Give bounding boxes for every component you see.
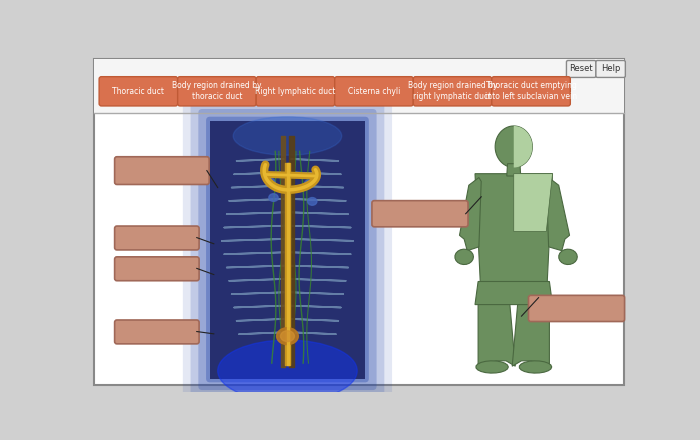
FancyBboxPatch shape xyxy=(210,121,365,378)
Text: Right lymphatic duct: Right lymphatic duct xyxy=(256,87,335,96)
FancyBboxPatch shape xyxy=(115,157,209,184)
FancyBboxPatch shape xyxy=(206,117,369,382)
FancyBboxPatch shape xyxy=(183,94,392,406)
Ellipse shape xyxy=(269,194,278,202)
Text: Thoracic duct emptying
into left subclavian vein: Thoracic duct emptying into left subclav… xyxy=(485,81,577,101)
FancyBboxPatch shape xyxy=(115,226,199,250)
FancyBboxPatch shape xyxy=(94,59,624,385)
FancyBboxPatch shape xyxy=(99,77,178,106)
FancyBboxPatch shape xyxy=(198,109,377,390)
Text: Body region drained by
thoracic duct: Body region drained by thoracic duct xyxy=(172,81,262,101)
Ellipse shape xyxy=(281,331,295,341)
Polygon shape xyxy=(475,282,552,304)
Polygon shape xyxy=(475,174,552,286)
Ellipse shape xyxy=(304,180,314,187)
Ellipse shape xyxy=(233,117,342,155)
FancyBboxPatch shape xyxy=(115,257,199,281)
FancyBboxPatch shape xyxy=(596,60,625,77)
Ellipse shape xyxy=(307,198,317,205)
Polygon shape xyxy=(514,174,552,231)
Polygon shape xyxy=(459,177,481,251)
Polygon shape xyxy=(495,126,533,168)
Text: Cisterna chyli: Cisterna chyli xyxy=(348,87,400,96)
FancyBboxPatch shape xyxy=(256,77,335,106)
FancyBboxPatch shape xyxy=(335,77,413,106)
Polygon shape xyxy=(476,361,508,373)
Polygon shape xyxy=(514,126,532,168)
Text: Thoracic duct: Thoracic duct xyxy=(113,87,164,96)
Polygon shape xyxy=(559,249,578,264)
Text: Reset: Reset xyxy=(569,65,593,73)
Ellipse shape xyxy=(218,340,357,402)
Polygon shape xyxy=(455,249,473,264)
Text: Help: Help xyxy=(601,65,620,73)
Bar xyxy=(94,59,624,113)
FancyBboxPatch shape xyxy=(528,295,624,322)
Polygon shape xyxy=(478,304,515,366)
FancyBboxPatch shape xyxy=(413,77,492,106)
FancyBboxPatch shape xyxy=(178,77,256,106)
Text: Body region drained by
right lymphatic duct: Body region drained by right lymphatic d… xyxy=(408,81,497,101)
Polygon shape xyxy=(512,304,550,366)
Polygon shape xyxy=(546,177,570,251)
FancyBboxPatch shape xyxy=(115,320,199,344)
FancyBboxPatch shape xyxy=(190,101,384,398)
FancyBboxPatch shape xyxy=(372,201,468,227)
Polygon shape xyxy=(507,164,521,176)
Polygon shape xyxy=(519,361,552,373)
Ellipse shape xyxy=(266,178,275,186)
Ellipse shape xyxy=(276,328,298,345)
FancyBboxPatch shape xyxy=(566,60,596,77)
FancyBboxPatch shape xyxy=(492,77,570,106)
